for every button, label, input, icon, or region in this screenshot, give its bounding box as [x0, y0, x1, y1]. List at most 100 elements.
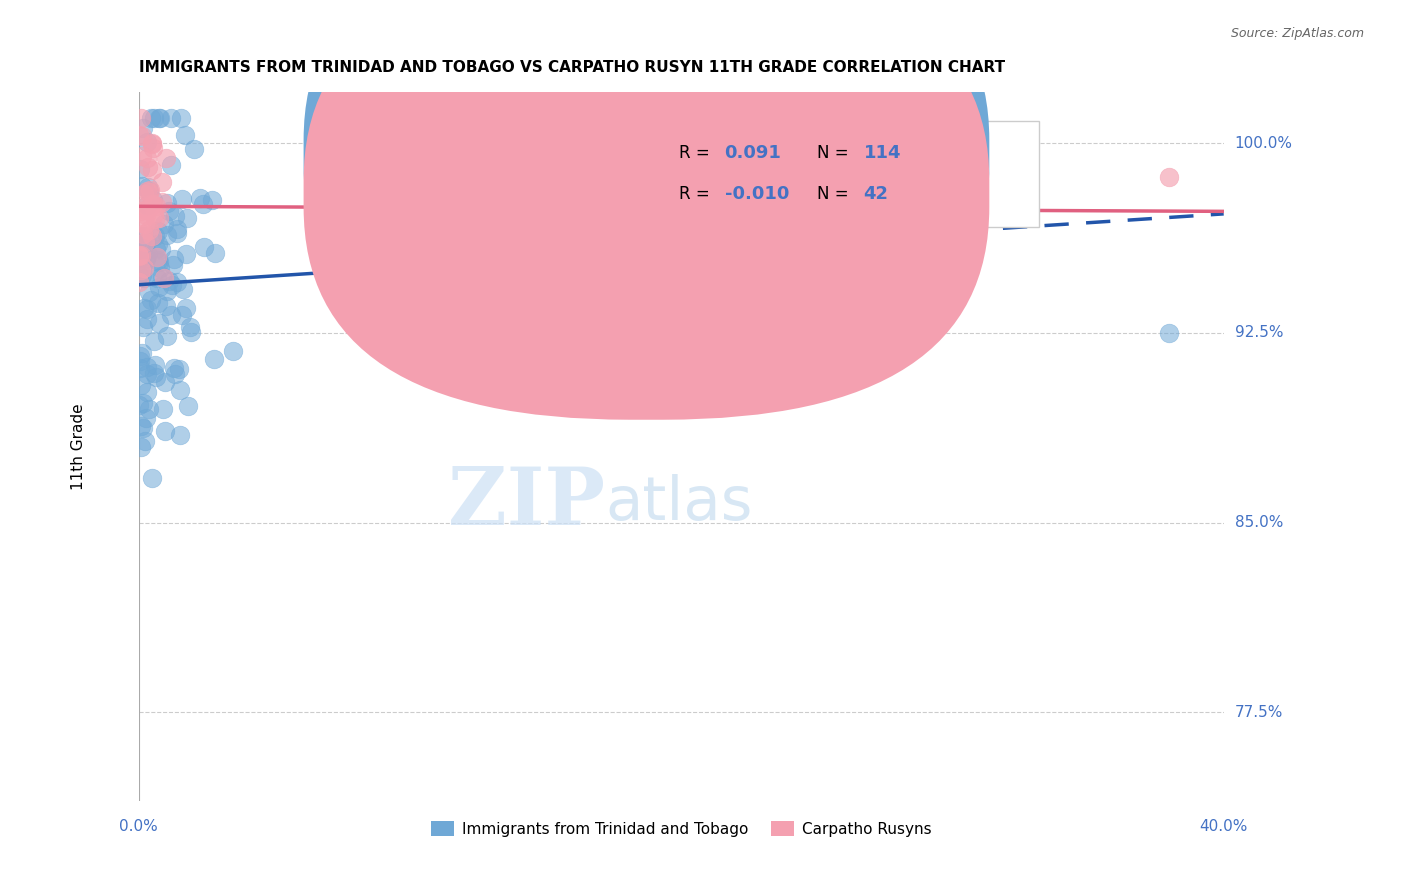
FancyBboxPatch shape	[304, 0, 990, 379]
Point	[160, 308, 183, 322]
Point	[132, 271, 155, 285]
Point	[134, 187, 156, 202]
Point	[160, 278, 183, 293]
Point	[176, 211, 198, 226]
Point	[134, 260, 156, 275]
Point	[131, 260, 153, 274]
Point	[132, 301, 155, 315]
Point	[135, 203, 157, 218]
Point	[143, 228, 166, 243]
Point	[134, 235, 156, 249]
Point	[131, 227, 153, 241]
Point	[156, 227, 179, 242]
Text: 11th Grade: 11th Grade	[72, 403, 87, 490]
Point	[179, 319, 201, 334]
Point	[156, 284, 179, 298]
Text: Source: ZipAtlas.com: Source: ZipAtlas.com	[1230, 27, 1364, 40]
Text: 114: 114	[863, 145, 901, 162]
Point	[138, 183, 160, 197]
Point	[143, 111, 166, 125]
Point	[155, 151, 177, 165]
Point	[138, 285, 160, 299]
Point	[149, 242, 172, 256]
Point	[135, 384, 157, 399]
Point	[134, 217, 156, 231]
Point	[204, 246, 226, 260]
Point	[136, 247, 159, 261]
Point	[145, 369, 167, 384]
Point	[143, 212, 166, 227]
Point	[138, 185, 160, 199]
Point	[155, 299, 177, 313]
Point	[131, 235, 153, 250]
Point	[132, 320, 155, 334]
Point	[172, 282, 194, 296]
Point	[159, 158, 181, 172]
Text: R =: R =	[679, 185, 716, 202]
Point	[129, 360, 152, 375]
Legend: Immigrants from Trinidad and Tobago, Carpatho Rusyns: Immigrants from Trinidad and Tobago, Car…	[425, 814, 938, 843]
Text: 0.091: 0.091	[724, 145, 782, 162]
Point	[163, 368, 186, 382]
Point	[132, 229, 155, 244]
Text: 77.5%: 77.5%	[1234, 705, 1282, 720]
Point	[169, 428, 191, 442]
Point	[145, 250, 167, 264]
Point	[135, 368, 157, 382]
Point	[201, 193, 224, 207]
Point	[141, 228, 163, 243]
Text: N =: N =	[817, 145, 853, 162]
Point	[131, 179, 153, 194]
Point	[135, 312, 157, 326]
Point	[176, 399, 198, 413]
Point	[148, 225, 170, 239]
Point	[131, 129, 153, 144]
Point	[148, 237, 170, 252]
Point	[172, 308, 194, 322]
Point	[129, 248, 152, 262]
Point	[204, 352, 226, 367]
Point	[166, 222, 188, 236]
Point	[139, 197, 162, 211]
Point	[128, 249, 150, 263]
Point	[136, 301, 159, 316]
Point	[135, 208, 157, 222]
Point	[148, 111, 170, 125]
Point	[156, 196, 179, 211]
FancyBboxPatch shape	[304, 0, 990, 420]
Point	[131, 262, 153, 277]
Text: 92.5%: 92.5%	[1234, 326, 1284, 341]
Point	[149, 111, 172, 125]
Point	[153, 271, 176, 285]
Text: IMMIGRANTS FROM TRINIDAD AND TOBAGO VS CARPATHO RUSYN 11TH GRADE CORRELATION CHA: IMMIGRANTS FROM TRINIDAD AND TOBAGO VS C…	[139, 60, 1005, 75]
Point	[222, 343, 245, 358]
Point	[129, 111, 152, 125]
Point	[148, 211, 170, 226]
Point	[131, 248, 153, 262]
Text: 42: 42	[863, 185, 889, 202]
Point	[174, 246, 197, 260]
Point	[128, 248, 150, 262]
Point	[143, 358, 166, 372]
Point	[132, 120, 155, 135]
Point	[183, 142, 205, 156]
Point	[136, 359, 159, 374]
Point	[142, 141, 165, 155]
Point	[135, 135, 157, 149]
FancyBboxPatch shape	[605, 120, 1039, 227]
Text: R =: R =	[679, 145, 716, 162]
Point	[129, 349, 152, 363]
Point	[157, 275, 180, 289]
Point	[131, 149, 153, 163]
Point	[134, 434, 156, 449]
Point	[138, 402, 160, 417]
Point	[129, 354, 152, 368]
Point	[141, 136, 163, 151]
Point	[143, 366, 166, 380]
Point	[128, 398, 150, 412]
Point	[129, 440, 152, 454]
Text: ZIP: ZIP	[449, 465, 605, 542]
Point	[166, 227, 188, 241]
Point	[156, 329, 179, 343]
Point	[1159, 169, 1181, 184]
